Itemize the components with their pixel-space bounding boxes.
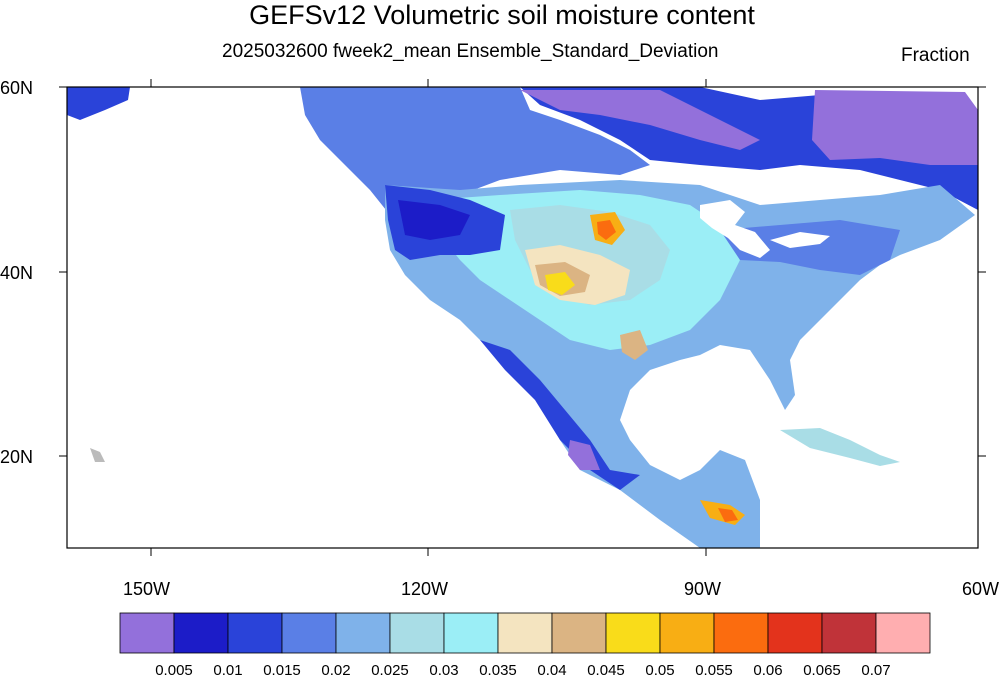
colorbar-tick-label: 0.055 [695,662,733,679]
map-title: GEFSv12 Volumetric soil moisture content [249,0,755,30]
colorbar-tick-label: 0.005 [155,662,193,679]
land-fill-quebec-labrador [812,90,978,165]
colorbar-swatch [443,612,499,654]
map-subtitle: 2025032600 fweek2_mean Ensemble_Standard… [222,41,719,62]
land-fill-central-america-red [718,508,738,522]
land-fill-mexico-west [480,340,640,490]
colorbar-swatch [875,612,931,654]
colorbar-swatch [389,612,445,654]
colorbar-tick-label: 0.03 [429,662,459,679]
colorbar-tick-label: 0.06 [753,662,783,679]
lon-label-150w: 150W [123,579,171,599]
colorbar-tick-label: 0.025 [371,662,409,679]
colorbar-tick-label: 0.02 [321,662,351,679]
colorbar-swatch [767,612,823,654]
colorbar-tick-label: 0.04 [537,662,567,679]
hawaii-islands [90,448,105,462]
colorbar-tick-label: 0.07 [861,662,891,679]
units-label: Fraction [901,45,970,66]
colorbar-swatch [119,612,175,654]
land-fill-hotspot-yellow [545,272,575,295]
colorbar-swatch [551,612,607,654]
lake-erie-ontario [770,232,830,248]
colorbar-tick-label: 0.065 [803,662,841,679]
colorbar-swatch [173,612,229,654]
colorbar-swatch [821,612,877,654]
lat-label-20n: 20N [0,447,34,467]
colorbar-tick-label: 0.015 [263,662,301,679]
colorbar-tick-label: 0.035 [479,662,517,679]
colorbar-tick-label: 0.05 [645,662,675,679]
land-fill-canada-west [300,87,650,215]
colorbar-swatch [227,612,283,654]
lat-label-60n: 60N [0,78,34,98]
lat-label-40n: 40N [0,263,34,283]
colorbar-swatch [497,612,553,654]
colorbar-swatch [605,612,661,654]
colorbar-swatch [713,612,769,654]
land-fill-southeast-tan [620,330,648,360]
land-fill-dakota-red [597,220,616,240]
colorbar-swatch [281,612,337,654]
axis-ticks [59,79,986,556]
caribbean-islands [780,428,900,466]
colorbar-swatch [659,612,715,654]
great-lakes [700,200,770,258]
colorbar-tick-label: 0.045 [587,662,625,679]
lon-label-90w: 90W [684,579,722,599]
land-fill-alaska-tip [67,87,130,120]
land-fill-mexico-purple [568,440,600,470]
colorbar-swatch [335,612,391,654]
plot-frame [66,86,979,549]
land-fill-hudson-north [520,90,760,150]
land-fill-east-band [720,220,900,275]
colorbar-tick-label: 0.01 [213,662,243,679]
lon-label-120w: 120W [401,579,449,599]
land-fill-northwest-navy [398,200,470,240]
lon-label-60w: 60W [962,579,1000,599]
